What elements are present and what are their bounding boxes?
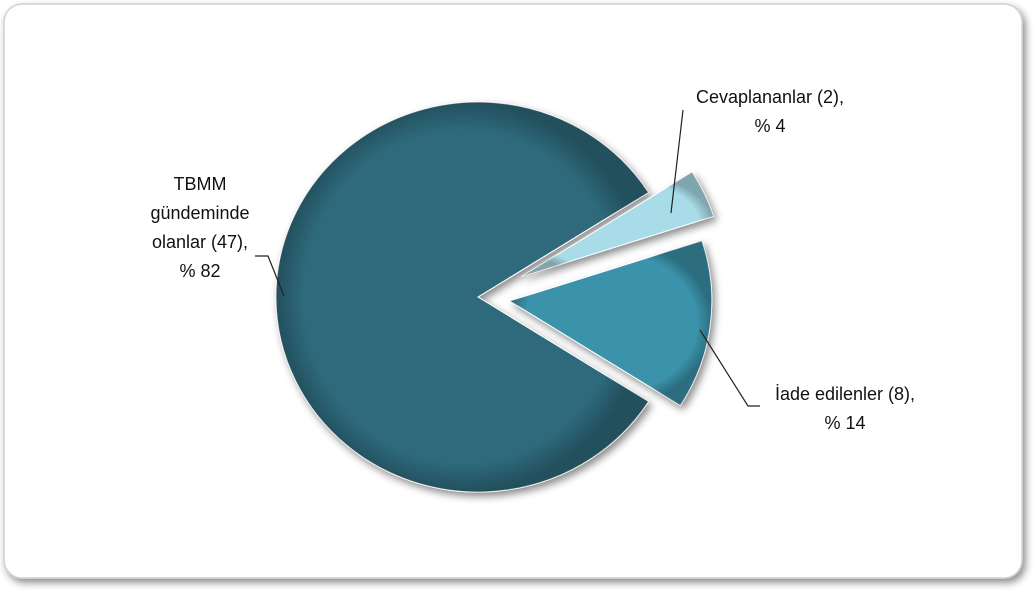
labels: TBMM gündeminde olanlar (47), % 82 Cevaplana… [150, 87, 915, 433]
leader-line [699, 329, 760, 407]
category-label: TBMM [174, 174, 227, 194]
category-label: gündeminde [150, 203, 249, 223]
value-label: % 82 [179, 261, 220, 281]
data-label: Cevaplananlar (2), % 4 [696, 87, 844, 136]
leader-line [255, 255, 285, 297]
data-label: İade edilenler (8), % 14 [775, 384, 915, 433]
chart-frame [3, 3, 1023, 579]
data-label: TBMM gündeminde olanlar (47), % 82 [150, 174, 249, 281]
category-label: Cevaplananlar (2), [696, 87, 844, 107]
category-label: olanlar (47), [152, 232, 248, 252]
value-label: % 14 [824, 413, 865, 433]
category-label: İade edilenler (8), [775, 384, 915, 404]
leader-line [670, 109, 684, 214]
value-label: % 4 [754, 116, 785, 136]
